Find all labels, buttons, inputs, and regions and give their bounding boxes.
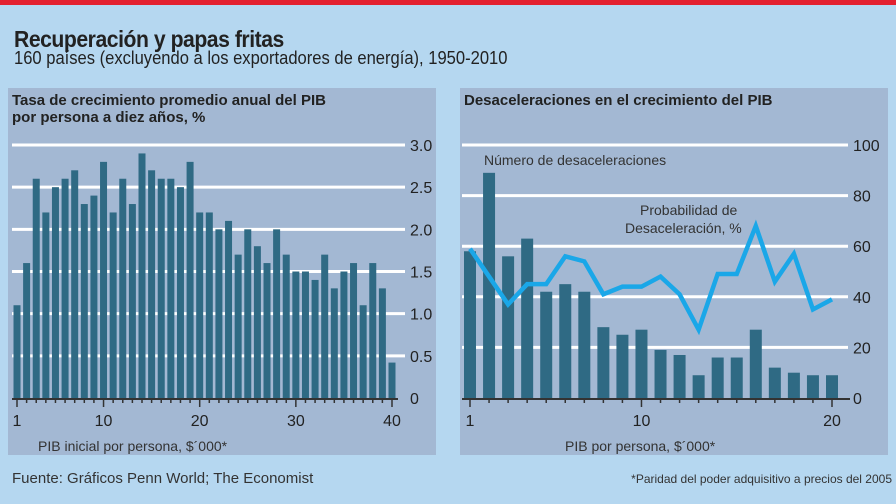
y-tick-label: 80: [853, 189, 871, 206]
bar: [369, 263, 377, 398]
bar: [559, 284, 572, 398]
bar: [196, 212, 204, 398]
bar: [692, 375, 705, 398]
bar-series-label: Número de desaceleraciones: [484, 152, 666, 168]
y-tick-label: 1.0: [410, 307, 432, 324]
left-chart-title-line1: Tasa de crecimiento promedio anual del P…: [12, 92, 326, 109]
bar: [616, 334, 629, 398]
bar: [826, 375, 838, 398]
bar: [806, 375, 819, 398]
bar: [273, 229, 281, 398]
x-tick-label: 20: [191, 413, 209, 430]
bar: [540, 291, 553, 398]
bar: [176, 187, 184, 398]
bar: [749, 329, 762, 398]
bar: [157, 178, 165, 398]
bar: [502, 256, 515, 398]
line-series-label-line1: Probabilidad de: [640, 202, 738, 218]
bar: [148, 170, 156, 398]
bar: [330, 288, 338, 398]
x-tick-label: 30: [287, 413, 305, 430]
x-tick-label: 40: [383, 413, 401, 430]
bar: [51, 187, 59, 398]
left-chart-title-line2: por persona a diez años, %: [12, 109, 205, 126]
bar: [597, 327, 610, 398]
bar: [292, 271, 300, 398]
chart-title: Recuperación y papas fritas: [14, 26, 284, 52]
top-accent-bar: [0, 0, 896, 5]
y-tick-label: 2.0: [410, 222, 432, 239]
x-tick-label: 20: [823, 413, 841, 430]
bar: [321, 254, 329, 398]
bar: [464, 251, 476, 398]
bar: [253, 246, 261, 398]
y-tick-label: 0: [853, 391, 862, 408]
y-tick-label: 20: [853, 340, 871, 357]
bar: [521, 238, 534, 398]
bar: [13, 305, 21, 398]
y-tick-label: 2.5: [410, 180, 432, 197]
bar: [32, 178, 40, 398]
x-tick-label: 10: [633, 413, 651, 430]
x-tick-label: 1: [13, 413, 22, 430]
bar: [282, 254, 290, 398]
line-series-label-line2: Desaceleración, %: [625, 220, 742, 236]
bar: [215, 229, 223, 398]
bar: [263, 263, 271, 398]
x-tick-label: 10: [95, 413, 113, 430]
bar: [378, 288, 386, 398]
y-tick-label: 0.5: [410, 349, 432, 366]
bar: [388, 362, 396, 398]
chart-subtitle: 160 países (excluyendo a los exportadore…: [14, 48, 508, 68]
bar: [234, 254, 242, 398]
bar: [578, 291, 591, 398]
bar: [23, 263, 31, 398]
source-note: Fuente: Gráficos Penn World; The Economi…: [12, 470, 314, 487]
bar: [730, 357, 743, 398]
left-x-axis-label: PIB inicial por persona, $´000*: [38, 438, 228, 454]
bar: [768, 367, 781, 398]
right-x-axis-label: PIB por persona, $´000*: [565, 438, 716, 454]
x-tick-label: 1: [466, 413, 475, 430]
y-tick-label: 3.0: [410, 138, 432, 155]
bar: [109, 212, 117, 398]
bar: [186, 161, 194, 398]
bar: [119, 178, 127, 398]
bar: [301, 271, 309, 398]
bar: [673, 354, 686, 398]
y-tick-label: 40: [853, 290, 871, 307]
y-tick-label: 60: [853, 239, 871, 256]
footnote: *Paridad del poder adquisitivo a precios…: [631, 472, 892, 486]
bar: [311, 279, 319, 398]
bar: [80, 204, 88, 398]
bar: [654, 349, 667, 398]
bar: [244, 229, 252, 398]
y-tick-label: 0: [410, 391, 419, 408]
bar: [205, 212, 213, 398]
bar: [359, 305, 367, 398]
bar: [635, 329, 648, 398]
bar: [483, 172, 496, 398]
bar: [340, 271, 348, 398]
bar: [42, 212, 50, 398]
probability-line: [468, 219, 834, 336]
bar: [225, 220, 233, 398]
bar: [138, 153, 146, 398]
bar: [711, 357, 724, 398]
bar: [61, 178, 69, 398]
bar: [90, 195, 98, 398]
y-tick-label: 1.5: [410, 265, 432, 282]
bar: [350, 263, 358, 398]
right-chart-title: Desaceleraciones en el crecimiento del P…: [464, 92, 773, 109]
bar: [167, 178, 175, 398]
bar: [100, 161, 108, 398]
y-tick-label: 100: [853, 138, 880, 155]
bar: [128, 204, 136, 398]
bar: [71, 170, 79, 398]
bar: [787, 372, 800, 398]
